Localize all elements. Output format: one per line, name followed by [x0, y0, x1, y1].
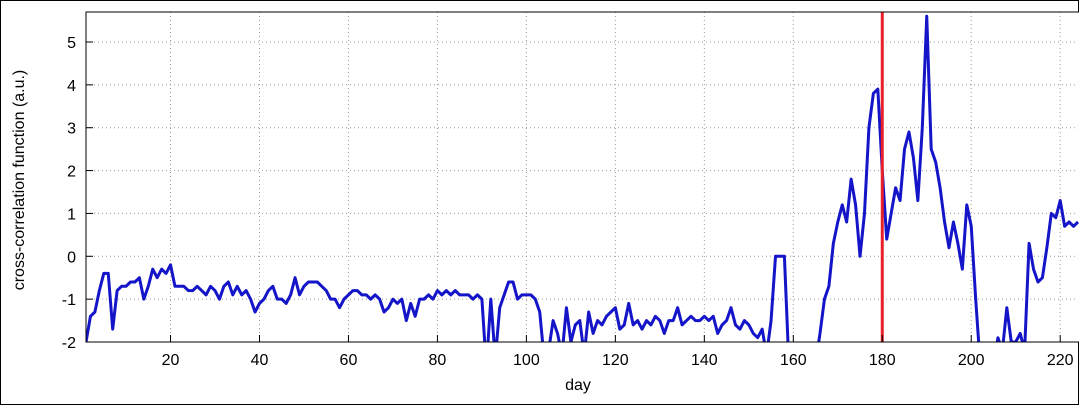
y-tick-label: 2 — [67, 164, 76, 181]
y-tick-label: 0 — [67, 249, 76, 266]
x-tick-label: 140 — [691, 352, 718, 369]
y-tick-label: 5 — [67, 35, 76, 52]
y-axis-label: cross-correlation function (a.u.) — [11, 70, 28, 291]
axes-box — [85, 11, 1079, 343]
x-tick-label: 40 — [251, 352, 269, 369]
ticks: -2 -1 0 1 2 3 4 5 20 40 60 80 100 120 140 160 180 200 220 — [62, 35, 1074, 369]
data-line — [86, 14, 1079, 342]
x-tick-label: 200 — [958, 352, 985, 369]
x-tick-label: 180 — [869, 352, 896, 369]
x-tick-label: 60 — [340, 352, 358, 369]
y-tick-label: -2 — [62, 335, 76, 352]
plot-area — [86, 12, 1079, 342]
x-tick-label: 80 — [429, 352, 447, 369]
x-tick-label: 100 — [513, 352, 540, 369]
x-axis-label: day — [565, 377, 591, 394]
y-tick-label: 1 — [67, 206, 76, 223]
marks — [86, 12, 1079, 342]
x-tick-label: 20 — [162, 352, 180, 369]
x-tick-label: 160 — [780, 352, 807, 369]
y-tick-label: 3 — [67, 121, 76, 138]
y-tick-label: -1 — [62, 292, 76, 309]
x-tick-label: 220 — [1047, 352, 1074, 369]
x-tick-label: 120 — [602, 352, 629, 369]
y-tick-label: 4 — [67, 78, 76, 95]
